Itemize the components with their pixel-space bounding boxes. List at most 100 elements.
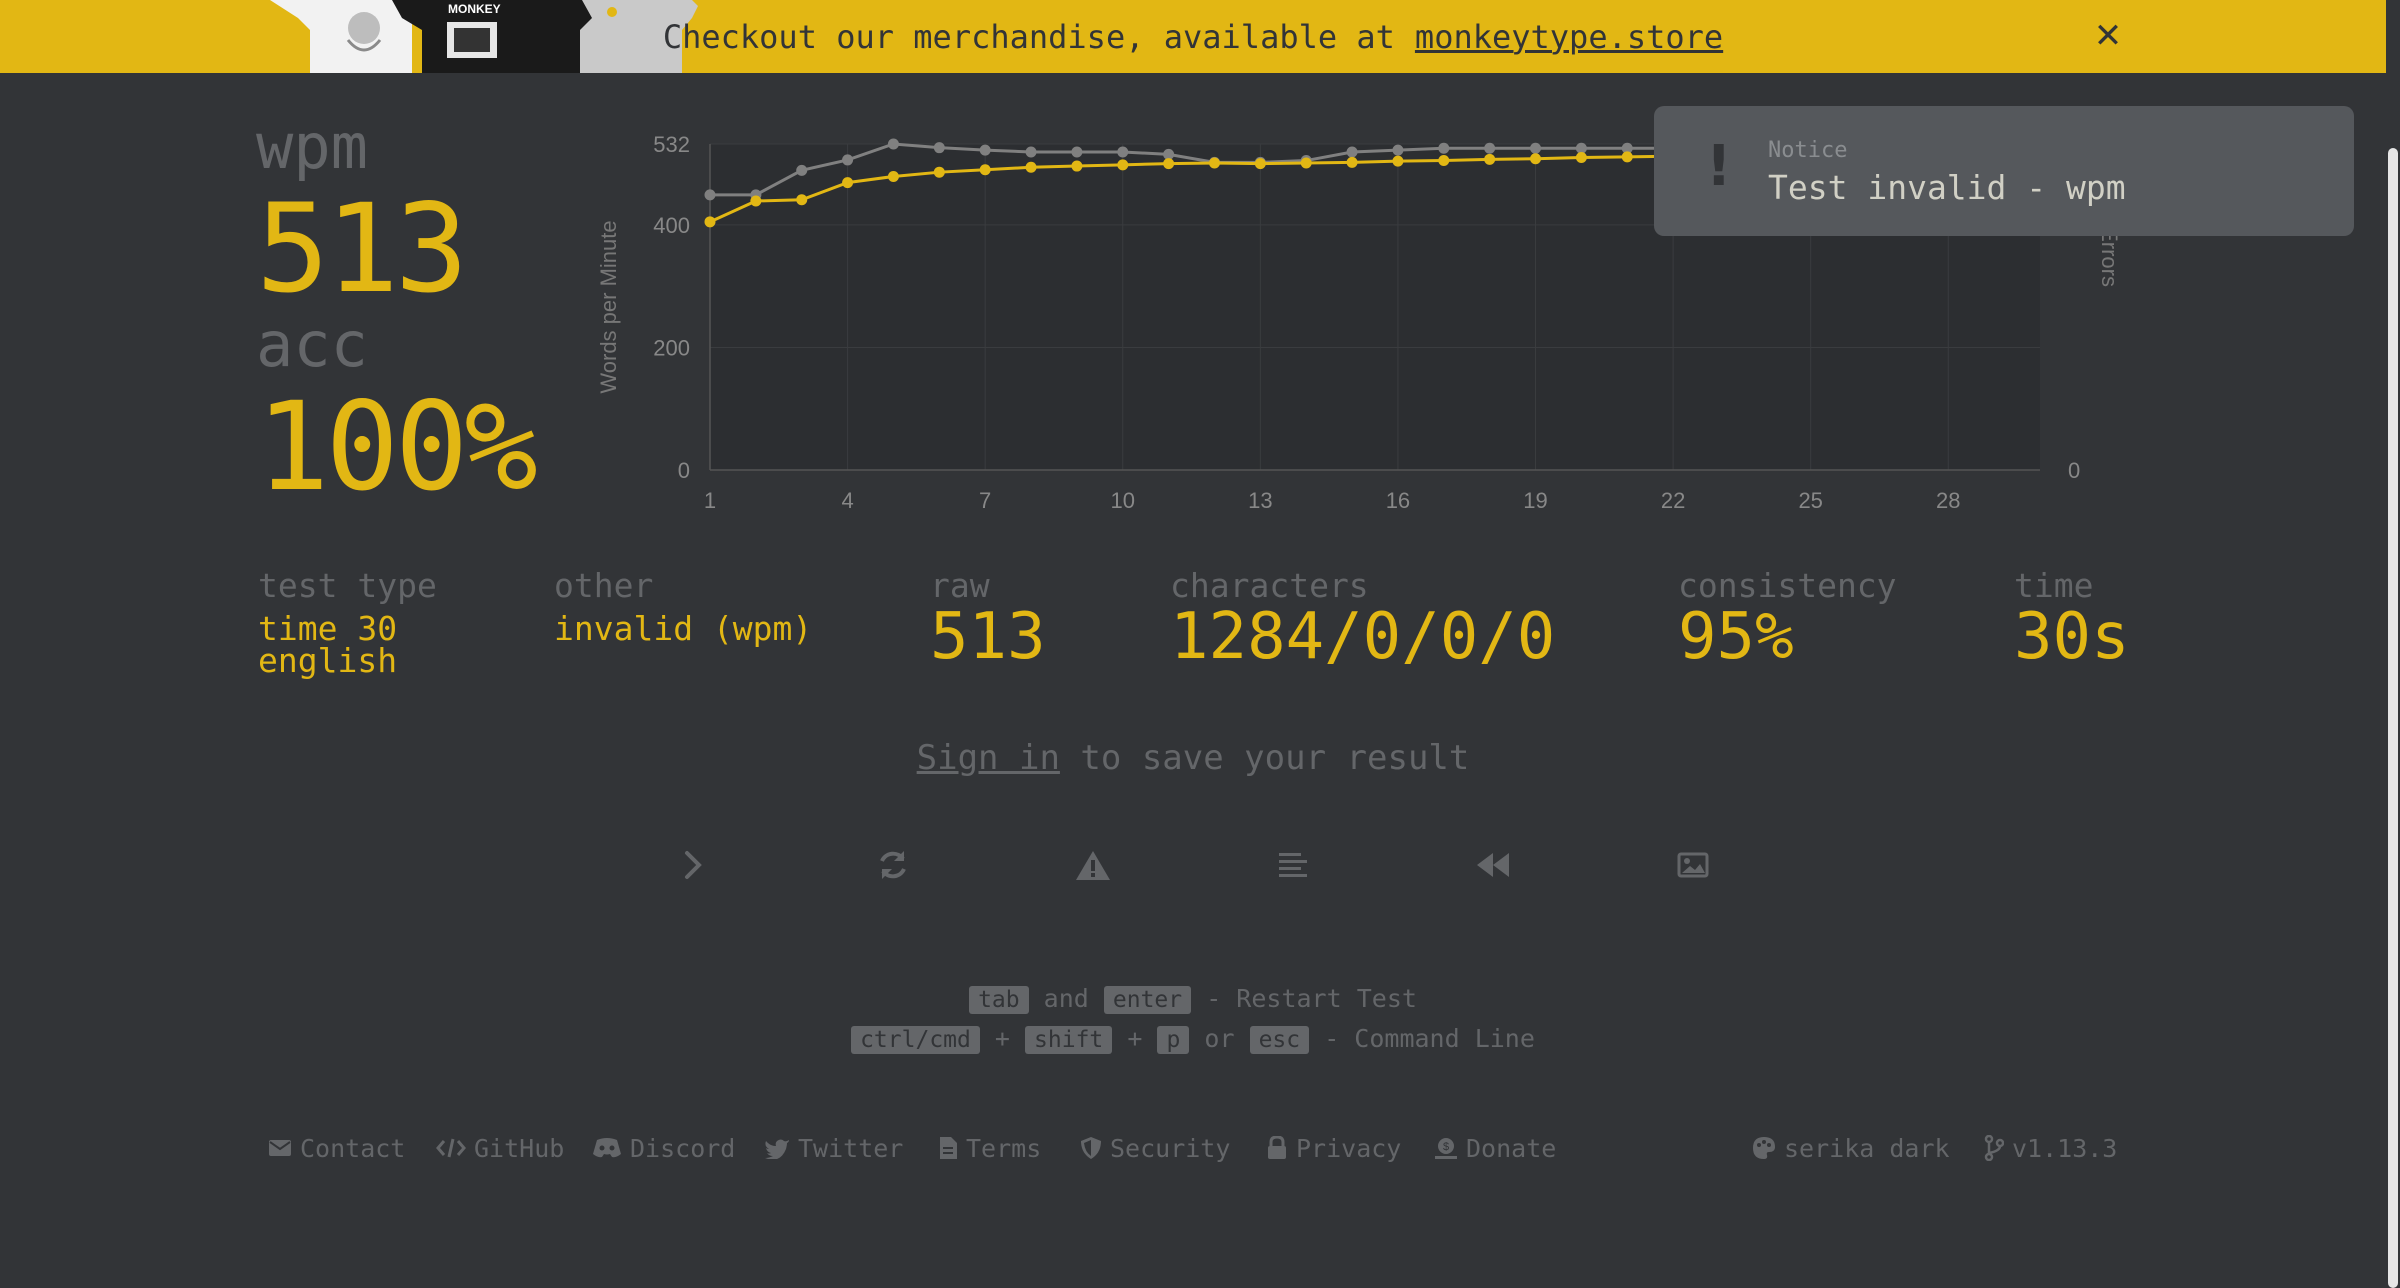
chevron-right-icon [685,851,702,879]
footer-donate-label: Donate [1466,1133,1557,1163]
chart-y2-tick-label: 0 [2068,458,2080,483]
banner-message: Checkout our merchandise, available at m… [0,0,2386,73]
align-left-icon [1279,853,1307,877]
merch-banner: MONKEY Checkout our merchandise, availab… [0,0,2386,73]
footer-discord-label: Discord [630,1133,736,1163]
chart-point-raw [1575,142,1587,154]
shortcut-or: or [1204,1024,1235,1053]
test-type-label: test type [258,566,437,605]
chart-point-wpm [1071,160,1083,172]
lock-icon [1268,1136,1286,1159]
footer-security-link[interactable]: Security [1080,1134,1230,1163]
banner-text: Checkout our merchandise, available at [662,17,1395,56]
shortcut-plus: + [1127,1024,1143,1053]
discord-icon [593,1138,621,1158]
chart-point-raw [796,164,808,176]
chart-y-axis-title: Words per Minute [596,220,621,393]
chart-point-wpm [1117,159,1129,171]
chart-point-raw [704,189,716,201]
refresh-icon [880,851,906,879]
chart-y-tick-label: 400 [653,213,690,238]
shortcut-restart-desc: - Restart Test [1206,984,1417,1013]
image-icon [1677,852,1709,878]
store-link[interactable]: monkeytype.store [1414,17,1724,56]
chart-point-raw [1071,146,1083,158]
chart-point-wpm [1484,153,1496,165]
chart-point-wpm [1208,157,1220,169]
file-contract-icon [940,1137,957,1159]
footer-privacy-link[interactable]: Privacy [1266,1134,1401,1163]
chart-point-raw [1346,146,1358,158]
warning-icon [1076,851,1110,880]
backward-icon [1477,853,1509,877]
footer-terms-link[interactable]: Terms [938,1134,1041,1163]
restart-test-button[interactable] [868,840,918,890]
notice-title: Notice [1768,138,1848,163]
merch-shirts-image[interactable]: MONKEY [262,0,698,73]
chart-point-wpm [704,216,716,228]
palette-icon [1753,1137,1775,1159]
key-enter: enter [1103,986,1192,1014]
notice-toast[interactable]: ! Notice Test invalid - wpm [1654,106,2354,236]
chart-x-tick-label: 7 [979,488,991,513]
report-button[interactable] [1068,840,1118,890]
footer-privacy-label: Privacy [1296,1133,1402,1163]
key-shift: shift [1025,1026,1113,1054]
footer-donate-link[interactable]: $ Donate [1434,1134,1556,1163]
acc-value: 100% [256,376,538,518]
test-type-line1: time 30 [258,609,398,648]
footer-contact-label: Contact [300,1133,406,1163]
sign-in-link[interactable]: Sign in [916,738,1060,778]
next-test-button[interactable] [668,840,718,890]
footer-theme-label: serika dark [1784,1133,1950,1163]
time-label: time [2014,566,2094,605]
save-screenshot-button[interactable] [1668,840,1718,890]
chart-point-raw [1438,142,1450,154]
chart-point-wpm [1438,155,1450,167]
chart-x-tick-label: 25 [1798,488,1822,513]
chart-x-tick-label: 16 [1386,488,1410,513]
footer-terms-label: Terms [966,1133,1042,1163]
shortcut-plus: + [994,1024,1010,1053]
chart-point-wpm [750,195,762,207]
footer-discord-link[interactable]: Discord [592,1134,735,1163]
scrollbar-thumb[interactable] [2388,148,2398,1288]
notice-text: Test invalid - wpm [1768,168,2126,207]
chart-point-wpm [796,194,808,206]
footer-contact-link[interactable]: Contact [268,1134,405,1163]
consistency-label: consistency [1678,566,1897,605]
footer-twitter-link[interactable]: Twitter [764,1134,903,1163]
characters-label: characters [1170,566,1369,605]
shortcut-restart: tab and enter - Restart Test [0,984,2386,1014]
sign-in-text: to save your result [1080,738,1470,778]
consistency-value: 95% [1678,600,1794,674]
raw-label: raw [930,566,990,605]
sign-in-message: Sign in to save your result [0,738,2386,778]
chart-point-wpm [979,164,991,176]
chart-point-raw [1484,142,1496,154]
chart-x-tick-label: 22 [1661,488,1685,513]
shirt-print-text: MONKEY [448,2,501,16]
chart-y-tick-label: 0 [678,458,690,483]
replay-button[interactable] [1468,840,1518,890]
chart-series-line-raw [710,142,1674,197]
shortcut-and: and [1043,984,1089,1013]
chart-point-wpm [1163,158,1175,170]
chart-y2-axis-title: Errors [2097,227,2122,287]
chart-point-wpm [1392,155,1404,167]
time-value: 30s [2014,600,2130,674]
footer-twitter-label: Twitter [798,1133,904,1163]
chart-point-raw [1392,144,1404,156]
test-type-line2: english [258,641,398,680]
footer-version-link[interactable]: v1.13.3 [1984,1134,2117,1163]
footer-theme-button[interactable]: serika dark [1752,1134,1950,1163]
close-icon[interactable]: ✕ [2093,16,2123,56]
words-history-button[interactable] [1268,840,1318,890]
chart-point-wpm [1530,153,1542,165]
shortcut-command-desc: - Command Line [1324,1024,1535,1053]
envelope-icon [269,1140,291,1156]
chart-point-wpm [887,170,899,182]
footer-github-link[interactable]: GitHub [436,1134,564,1163]
chart-point-raw [842,154,854,166]
chart-x-tick-label: 1 [704,488,716,513]
